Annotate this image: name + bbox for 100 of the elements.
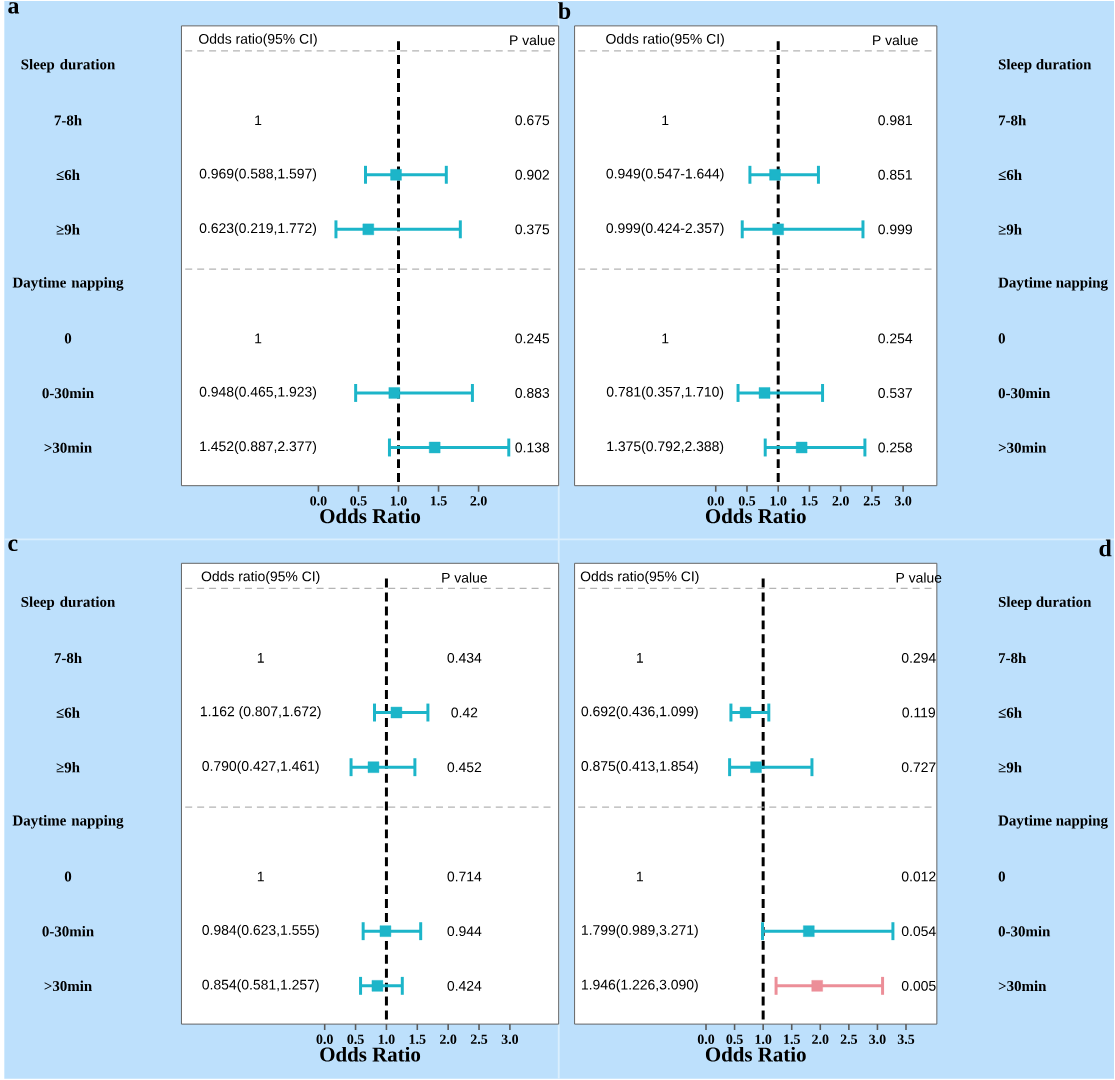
x-tick-label: 0.5 (726, 1034, 743, 1045)
x-tick-label: 0.5 (350, 496, 367, 506)
chart-title: c (8, 539, 18, 552)
y-tick-label: 0 (998, 333, 1005, 344)
annotation: 0.42 (451, 707, 478, 718)
chart-title: b (558, 2, 571, 20)
annotation: 1 (636, 871, 643, 882)
y-tick-label: ≤6h (998, 707, 1022, 718)
annotation: 1 (255, 333, 262, 344)
y-tick-label: 0-30min (42, 926, 94, 937)
x-tick-label: 0.0 (697, 1034, 715, 1045)
annotation: 1.799(0.989,3.271) (581, 924, 698, 938)
y-tick-label: 0 (64, 333, 72, 344)
y-tick-label: ≥9h (998, 224, 1022, 235)
x-tick-label: 3.0 (869, 1034, 886, 1045)
annotation: 0.902 (515, 169, 549, 180)
y-tick-label: Sleep duration (21, 59, 116, 73)
annotation: 1.946(1.226,3.090) (581, 979, 698, 993)
x-tick-label: 0.0 (316, 1034, 333, 1045)
y-tick-label: ≥9h (998, 762, 1022, 773)
y-tick-label: 0-30min (998, 926, 1051, 937)
annotation: 0.294 (901, 653, 936, 663)
y-tick-label: 7-8h (998, 115, 1027, 126)
x-tick-label: 1.5 (784, 1034, 800, 1045)
annotation: 1 (636, 653, 643, 663)
y-tick-label: 7-8h (998, 652, 1027, 664)
x-tick-label: 1.0 (770, 496, 787, 506)
annotation: 0.790(0.427,1.461) (202, 760, 319, 774)
y-tick-label: 7-8h (54, 652, 82, 664)
x-tick-label: 3.0 (501, 1034, 519, 1045)
x-tick-label: 0.5 (347, 1034, 364, 1045)
annotation: 1 (255, 115, 262, 126)
text: d (1099, 539, 1112, 557)
annotation: Odds ratio(95% CI) (199, 33, 317, 47)
x-axis-title: Odds Ratio (705, 1046, 806, 1062)
annotation: P value (873, 35, 918, 46)
y-tick-label: Sleep duration (998, 59, 1092, 73)
y-tick-label: 0 (64, 871, 72, 882)
annotation: 0.452 (447, 762, 482, 773)
x-tick-label: 1.5 (801, 496, 818, 506)
annotation: Odds ratio(95% CI) (606, 33, 724, 47)
x-axis-title: Odds Ratio (705, 508, 806, 524)
x-tick-label: 3.0 (894, 496, 912, 506)
y-tick-label: ≤6h (56, 169, 80, 181)
annotation: 0.948(0.465,1.923) (199, 386, 317, 400)
y-tick-label: Sleep duration (998, 596, 1092, 611)
y-tick-label: Sleep duration (21, 596, 116, 611)
annotation: 0.424 (447, 980, 482, 991)
x-tick-label: 2.5 (840, 1034, 858, 1045)
x-tick-label: 1.0 (755, 1034, 772, 1045)
x-axis-title: Odds Ratio (320, 1046, 421, 1062)
annotation: 0.012 (901, 871, 936, 882)
annotation: 0.119 (902, 707, 935, 718)
y-tick-label: ≥9h (56, 224, 80, 235)
annotation: 1.375(0.792,2.388) (607, 441, 724, 455)
annotation: 0.727 (901, 762, 936, 773)
annotation: 0.692(0.436,1.099) (581, 706, 698, 720)
annotation: 1 (662, 115, 669, 126)
x-tick-label: 2.0 (812, 1034, 829, 1045)
annotation: 0.999(0.424-2.357) (606, 222, 724, 236)
x-tick-label: 1.5 (430, 496, 447, 506)
annotation: 1 (257, 871, 264, 882)
annotation: 0.138 (515, 442, 550, 453)
annotation: 1.162 (0.807,1.672) (200, 706, 321, 720)
annotation: 0.999 (878, 224, 912, 235)
y-tick-label: >30min (998, 980, 1047, 992)
annotation: 0.984(0.623,1.555) (202, 924, 319, 938)
annotation: 0.949(0.547-1.644) (606, 168, 724, 182)
y-tick-label: 0-30min (42, 387, 94, 399)
x-tick-label: 1.0 (378, 1034, 395, 1045)
annotation: Odds ratio(95% CI) (580, 571, 699, 585)
annotation: 0.851 (878, 169, 912, 180)
y-tick-label: Daytime napping (998, 277, 1108, 291)
y-tick-label: 0-30min (998, 387, 1051, 399)
y-tick-label: 7-8h (54, 115, 82, 126)
annotation: 0.854(0.581,1.257) (202, 979, 319, 993)
annotation: Odds ratio(95% CI) (201, 571, 320, 585)
y-tick-label: Daytime napping (12, 277, 124, 291)
x-tick-label: 2.5 (863, 496, 881, 506)
y-tick-label: ≥9h (56, 762, 80, 773)
annotation: 0.537 (878, 388, 912, 398)
x-tick-label: 1.5 (409, 1034, 426, 1045)
annotation: 0.434 (447, 653, 482, 663)
annotation: 1.452(0.887,2.377) (200, 441, 317, 455)
annotation: 0.875(0.413,1.854) (581, 760, 698, 774)
annotation: 0.675 (515, 115, 550, 126)
annotation: 0.054 (901, 926, 936, 937)
x-tick-label: 2.5 (470, 1034, 488, 1045)
annotation: 0.781(0.357,1.710) (606, 386, 724, 400)
annotation: 0.623(0.219,1.772) (199, 222, 317, 236)
y-tick-label: ≤6h (56, 707, 80, 718)
annotation: 0.714 (447, 871, 482, 882)
annotation: 0.883 (515, 388, 550, 398)
annotation: P value (896, 572, 942, 583)
y-tick-label: >30min (44, 442, 92, 453)
y-tick-label: Daytime napping (998, 815, 1108, 829)
annotation: 0.005 (901, 980, 936, 991)
annotation: P value (442, 572, 487, 583)
annotation: 0.981 (878, 115, 912, 126)
y-tick-label: >30min (998, 442, 1047, 453)
